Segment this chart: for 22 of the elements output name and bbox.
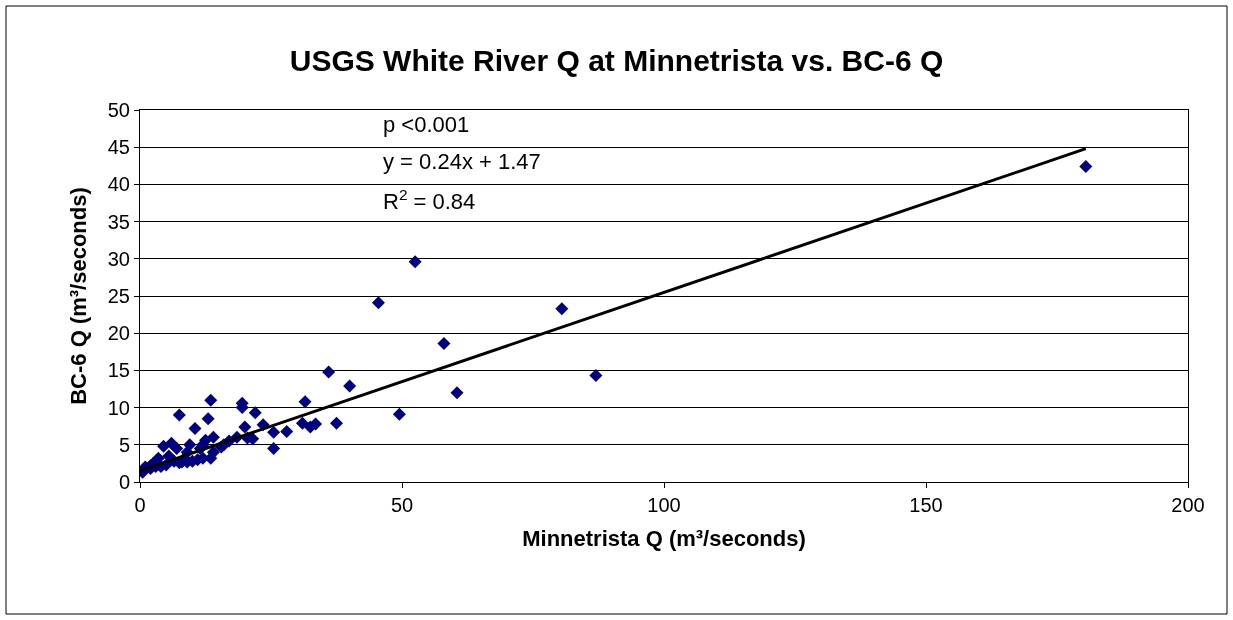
y-tick-label: 40: [107, 173, 130, 196]
x-tick-label: 150: [909, 494, 943, 516]
y-tick-label: 15: [107, 359, 130, 382]
y-tick-label: 25: [107, 285, 130, 307]
y-tick-label: 0: [118, 471, 130, 493]
chart-title: USGS White River Q at Minnetrista vs. BC-6 Q: [289, 43, 944, 77]
y-tick-label: 45: [107, 136, 130, 159]
y-tick-label: 50: [107, 99, 130, 121]
y-axis-title: BC-6 Q (m³/seconds): [65, 187, 91, 405]
annotation: p <0.001: [383, 112, 470, 137]
x-tick-label: 50: [390, 494, 414, 516]
y-tick-label: 10: [107, 396, 130, 419]
x-tick-label: 200: [1171, 494, 1205, 516]
y-tick-label: 35: [107, 210, 130, 233]
annotation: y = 0.24x + 1.47: [383, 149, 541, 174]
y-tick-label: 20: [107, 322, 130, 345]
x-tick-label: 100: [647, 494, 681, 516]
y-tick-label: 30: [107, 247, 130, 270]
y-tick-label: 5: [118, 433, 130, 456]
x-tick-label: 0: [134, 494, 146, 516]
x-axis-title: Minnetrista Q (m³/seconds): [522, 525, 806, 551]
annotation: R$^{2}$ = 0.84: [383, 186, 476, 215]
